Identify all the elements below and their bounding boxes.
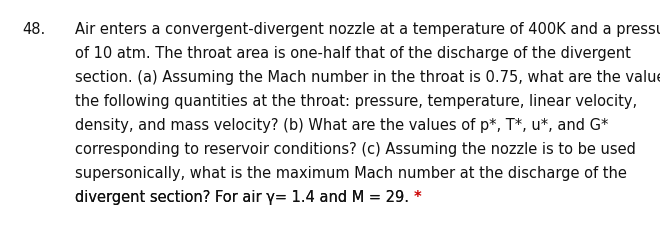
Text: of 10 atm. The throat area is one-half that of the discharge of the divergent: of 10 atm. The throat area is one-half t… <box>75 46 631 61</box>
Text: the following quantities at the throat: pressure, temperature, linear velocity,: the following quantities at the throat: … <box>75 94 637 108</box>
Text: corresponding to reservoir conditions? (c) Assuming the nozzle is to be used: corresponding to reservoir conditions? (… <box>75 141 636 156</box>
Text: supersonically, what is the maximum Mach number at the discharge of the: supersonically, what is the maximum Mach… <box>75 165 627 180</box>
Text: density, and mass velocity? (b) What are the values of p*, T*, u*, and G*: density, and mass velocity? (b) What are… <box>75 117 609 132</box>
Text: divergent section? For air γ= 1.4 and M = 29.: divergent section? For air γ= 1.4 and M … <box>75 189 414 204</box>
Text: *: * <box>414 189 421 204</box>
Text: divergent section? For air γ= 1.4 and M = 29.: divergent section? For air γ= 1.4 and M … <box>75 189 414 204</box>
Text: section. (a) Assuming the Mach number in the throat is 0.75, what are the values: section. (a) Assuming the Mach number in… <box>75 70 660 85</box>
Text: 48.: 48. <box>22 22 46 37</box>
Text: Air enters a convergent-divergent nozzle at a temperature of 400K and a pressure: Air enters a convergent-divergent nozzle… <box>75 22 660 37</box>
